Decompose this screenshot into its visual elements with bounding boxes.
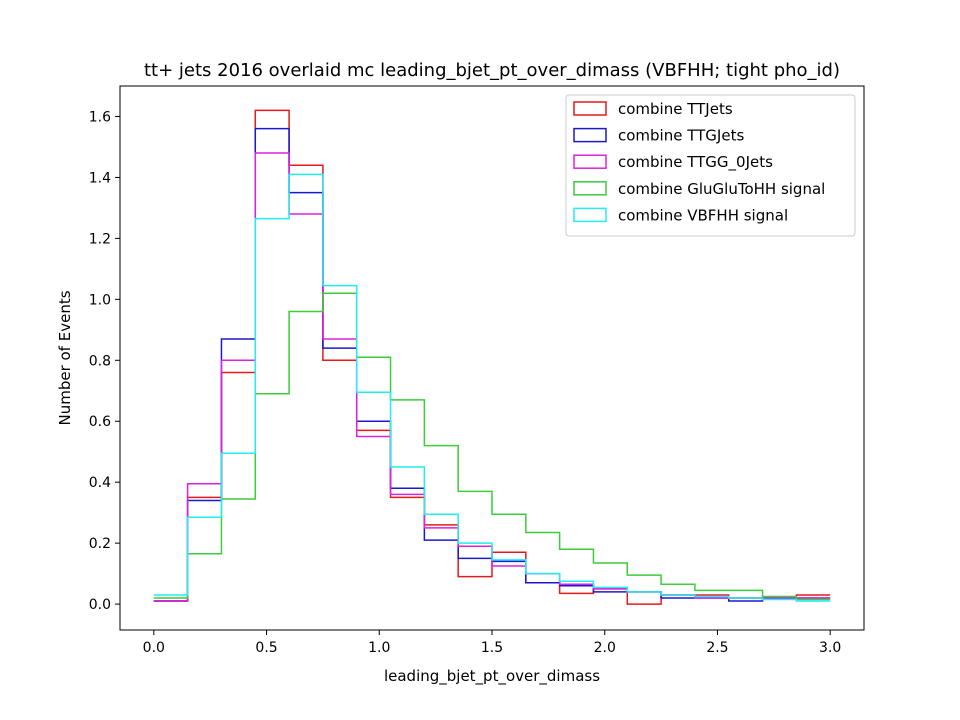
legend-swatch	[573, 101, 607, 116]
x-axis-label: leading_bjet_pt_over_dimass	[384, 667, 600, 686]
histogram-step-line	[153, 292, 831, 601]
y-tick-label: 0.4	[89, 475, 111, 491]
y-tick-label: 1.6	[89, 109, 111, 125]
x-tick-label: 1.5	[481, 640, 503, 656]
chart-title: tt+ jets 2016 overlaid mc leading_bjet_p…	[144, 60, 840, 81]
legend-entry-label: combine TTGG_0Jets	[618, 153, 773, 172]
legend-swatch	[573, 127, 607, 143]
legend-swatch	[573, 207, 607, 223]
x-tick-label: 2.5	[706, 640, 728, 656]
legend: combine TTJets combine TTGJets combine TTG…	[565, 94, 856, 237]
x-tick-label: 1.0	[368, 640, 390, 656]
x-tick-label: 2.0	[594, 640, 616, 656]
histogram-series-3	[153, 292, 831, 601]
y-axis-label: Number of Events	[56, 290, 74, 425]
y-tick-label: 1.4	[89, 170, 111, 186]
legend-entry-label: combine VBFHH signal	[618, 206, 788, 224]
legend-entry-label: combine TTGJets	[618, 127, 744, 145]
legend-swatch	[573, 154, 607, 169]
legend-entry-label: combine TTJets	[618, 100, 733, 118]
y-axis: 0.0 0.2 0.4 0.6 0.8 1.0 1.2 1.4 1.6	[89, 109, 120, 613]
y-tick-label: 0.2	[89, 536, 111, 552]
histogram-step-line	[153, 173, 831, 602]
histogram-series-4	[153, 173, 831, 602]
x-tick-label: 3.0	[819, 640, 841, 656]
y-tick-label: 1.2	[89, 231, 111, 247]
legend-swatch	[573, 181, 607, 196]
x-tick-label: 0.0	[143, 640, 165, 656]
legend-box	[565, 94, 856, 237]
x-axis: 0.0 0.5 1.0 1.5 2.0 2.5 3.0	[143, 630, 841, 656]
y-tick-label: 1.0	[89, 292, 111, 308]
legend-entry-label: combine GluGluToHH signal	[618, 180, 825, 198]
y-tick-label: 0.6	[89, 414, 111, 430]
x-tick-label: 0.5	[255, 640, 277, 656]
y-tick-label: 0.0	[89, 597, 111, 613]
y-tick-label: 0.8	[89, 353, 111, 369]
